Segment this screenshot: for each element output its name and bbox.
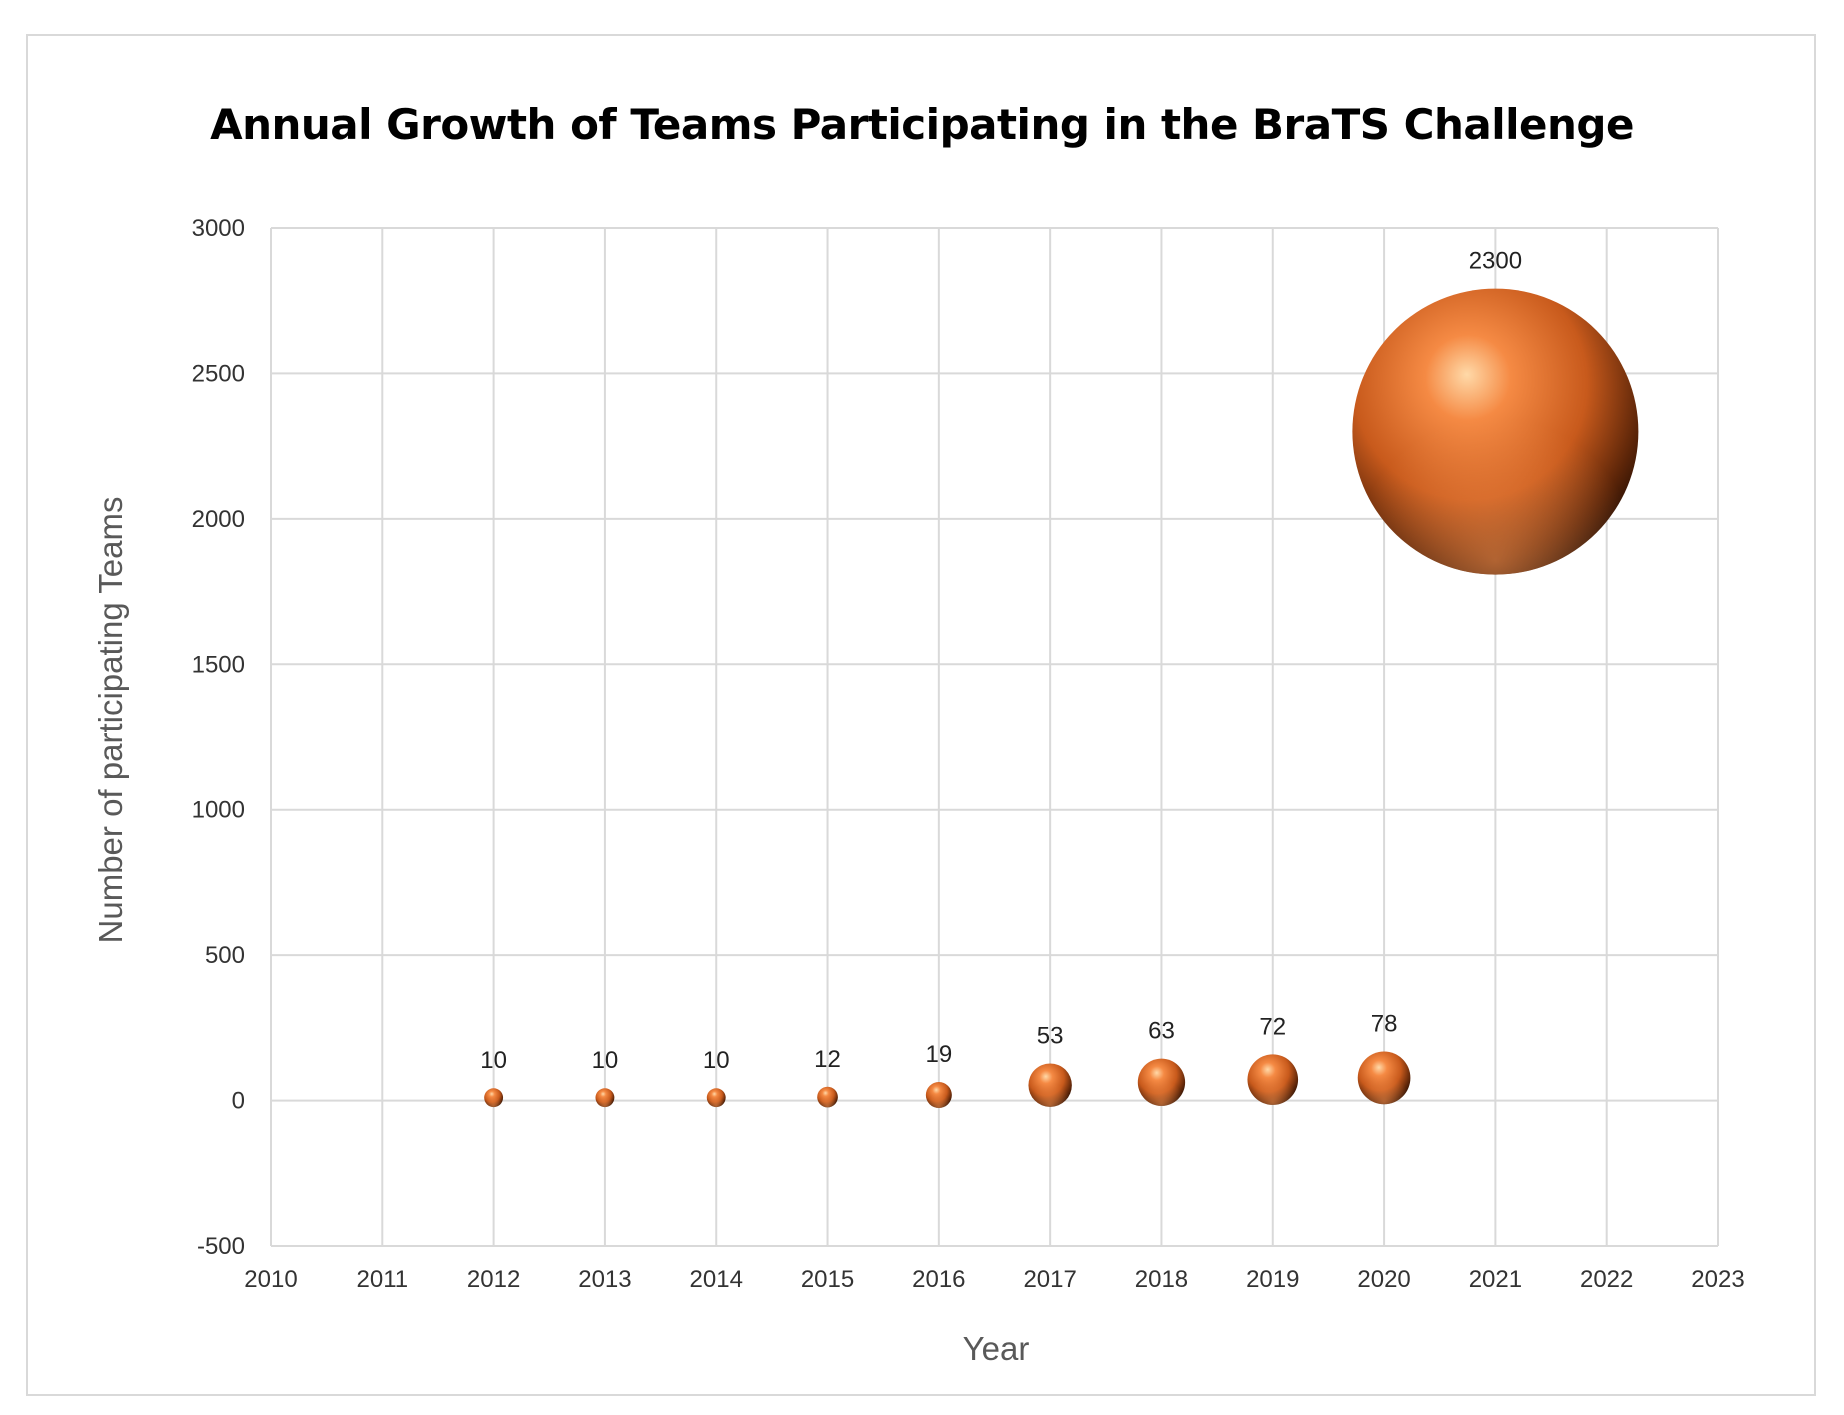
bubble xyxy=(1352,288,1639,575)
y-tick-label: 0 xyxy=(232,1088,245,1115)
bubble-highlight xyxy=(484,1088,504,1108)
bubble xyxy=(1357,1051,1411,1105)
y-tick-label: 2500 xyxy=(192,360,245,387)
data-label: 78 xyxy=(1371,1011,1398,1038)
data-label: 53 xyxy=(1037,1022,1064,1049)
data-label: 10 xyxy=(592,1047,619,1074)
axes: -500 0 500 1000 1500 2000 2500 3000 2010 2011 2012… xyxy=(192,215,1745,1293)
bubble-highlight xyxy=(925,1082,952,1109)
bubble xyxy=(925,1082,952,1109)
data-label: 12 xyxy=(814,1046,841,1073)
bubble xyxy=(817,1086,838,1108)
bubble xyxy=(484,1088,504,1108)
data-label: 19 xyxy=(925,1041,952,1068)
y-axis-title: Number of participating Teams xyxy=(92,497,129,944)
data-label: 63 xyxy=(1148,1018,1175,1045)
x-axis-title: Year xyxy=(963,1330,1030,1367)
x-tick-label: 2014 xyxy=(690,1266,743,1293)
y-tick-label: 3000 xyxy=(192,215,245,242)
x-tick-label: 2019 xyxy=(1246,1266,1299,1293)
bubble-highlight xyxy=(1137,1058,1186,1106)
x-tick-label: 2011 xyxy=(357,1266,409,1293)
bubble-highlight xyxy=(595,1088,615,1108)
bubble-highlight xyxy=(706,1088,726,1108)
y-tick-label: 2000 xyxy=(192,506,245,533)
bubble xyxy=(1028,1063,1072,1107)
x-tick-label: 2023 xyxy=(1691,1266,1744,1293)
x-tick-label: 2010 xyxy=(244,1266,297,1293)
chart-area xyxy=(26,34,1816,1396)
x-tick-label: 2020 xyxy=(1357,1266,1410,1293)
x-tick-label: 2018 xyxy=(1135,1266,1188,1293)
bubbles xyxy=(484,288,1639,1109)
gridlines xyxy=(270,227,1719,1247)
x-tick-label: 2012 xyxy=(467,1266,520,1293)
bubble-highlight xyxy=(817,1086,838,1108)
bubble-highlight xyxy=(1357,1051,1411,1105)
data-labels: 10 10 10 12 19 53 63 72 78 2300 xyxy=(480,248,1522,1075)
bubble-highlight xyxy=(1247,1054,1299,1105)
bubble xyxy=(595,1088,615,1108)
x-tick-label: 2022 xyxy=(1580,1266,1633,1293)
x-tick-label: 2021 xyxy=(1469,1266,1522,1293)
data-label: 10 xyxy=(703,1047,730,1074)
data-label: 72 xyxy=(1259,1013,1286,1040)
y-tick-label: 1000 xyxy=(192,797,245,824)
bubble-highlight xyxy=(1028,1063,1072,1107)
x-tick-label: 2013 xyxy=(578,1266,631,1293)
y-tick-label: 1500 xyxy=(192,651,245,678)
y-tick-label: 500 xyxy=(205,942,245,969)
bubble xyxy=(1137,1058,1186,1106)
bubble xyxy=(706,1088,726,1108)
data-label: 10 xyxy=(480,1047,507,1074)
bubble-highlight xyxy=(1352,288,1639,575)
x-tick-label: 2015 xyxy=(801,1266,854,1293)
data-label: 2300 xyxy=(1469,248,1522,275)
y-tick-label: -500 xyxy=(197,1233,245,1260)
bubble xyxy=(1247,1054,1299,1105)
x-tick-label: 2017 xyxy=(1023,1266,1076,1293)
chart-title: Annual Growth of Teams Participating in … xyxy=(210,100,1634,149)
x-tick-label: 2016 xyxy=(912,1266,965,1293)
